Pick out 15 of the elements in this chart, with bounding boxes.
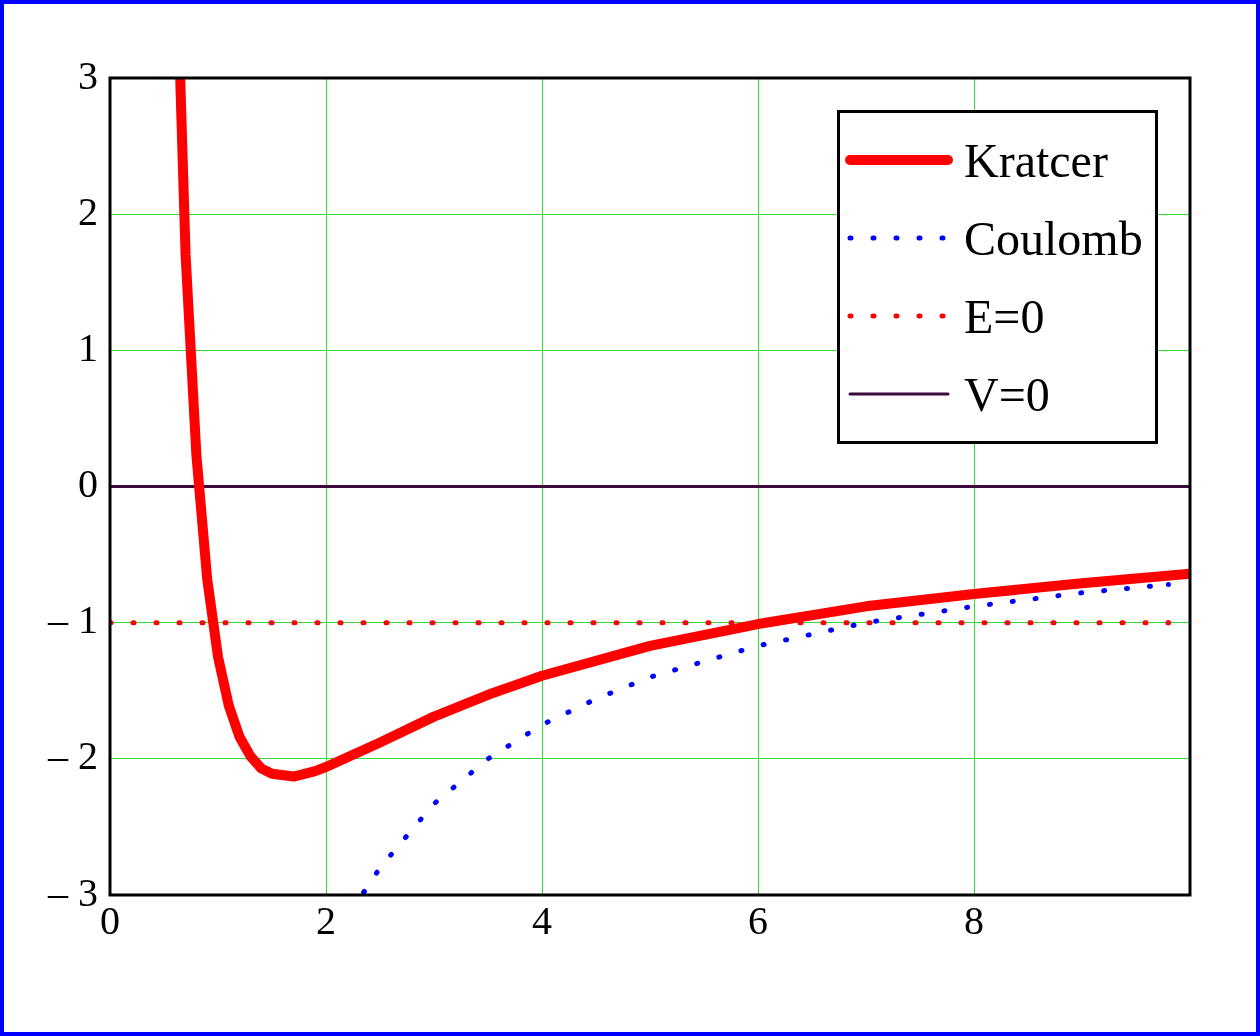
legend-label: Coulomb: [964, 210, 1143, 266]
legend-label: E=0: [964, 288, 1045, 344]
legend-label: V=0: [964, 366, 1050, 422]
y-tick-label: – 1: [47, 597, 98, 643]
x-tick-label: 8: [964, 897, 984, 943]
y-tick-label: 1: [78, 324, 98, 370]
y-tick-label: 0: [78, 461, 98, 506]
x-tick-label: 4: [532, 897, 552, 943]
legend-label: Kratcer: [964, 132, 1108, 188]
y-tick-label: 2: [78, 188, 98, 234]
y-tick-label: 3: [78, 52, 98, 98]
y-tick-label: – 2: [47, 733, 98, 779]
x-tick-label: 6: [748, 897, 768, 943]
y-tick-label: – 3: [47, 869, 98, 915]
x-tick-label: 2: [316, 897, 336, 943]
